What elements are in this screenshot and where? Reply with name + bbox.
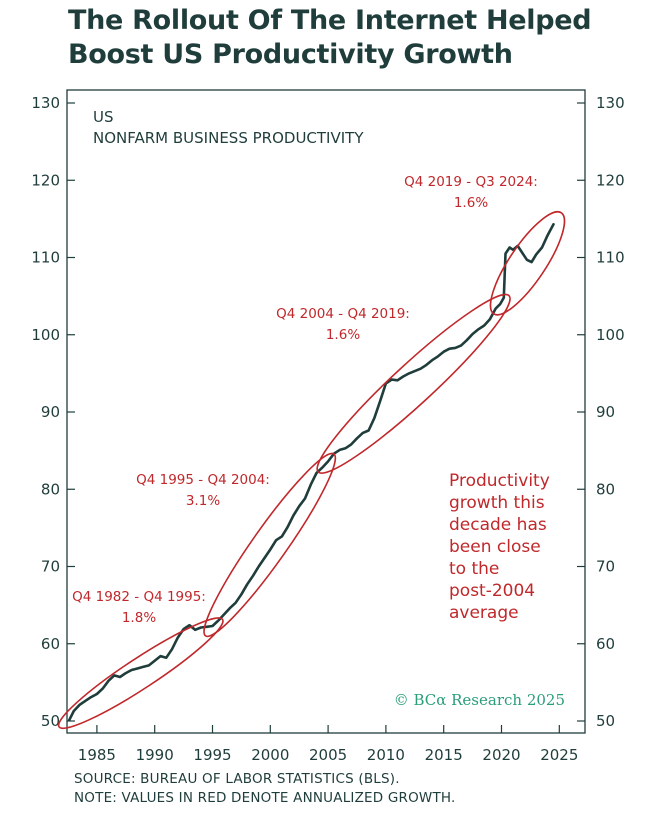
y-tick-label-right: 110 [596, 249, 625, 267]
y-tick-label-left: 110 [31, 249, 60, 267]
period-growth-4: 1.6% [454, 195, 488, 211]
y-tick-label-right: 90 [596, 403, 615, 421]
y-tick-label-left: 60 [41, 635, 60, 653]
y-tick-label-left: 120 [31, 171, 60, 189]
y-tick-label-right: 120 [596, 171, 625, 189]
chart-title-line-1: The Rollout Of The Internet Helped [68, 5, 592, 36]
period-ellipse-3 [316, 293, 511, 474]
x-tick-label: 1985 [78, 746, 116, 764]
note-line: growth this [449, 493, 545, 513]
period-label-1: Q4 1982 - Q4 1995: [72, 589, 206, 605]
bca-watermark: © BCα Research 2025 [394, 691, 565, 709]
y-tick-label-right: 60 [596, 635, 615, 653]
period-label-4: Q4 2019 - Q3 2024: [404, 174, 538, 190]
chart-title-line-2: Boost US Productivity Growth [68, 39, 513, 70]
y-tick-label-right: 130 [596, 94, 625, 112]
productivity-line [67, 223, 555, 722]
y-tick-label-right: 50 [596, 712, 615, 730]
y-tick-label-left: 130 [31, 94, 60, 112]
x-tick-label: 1990 [136, 746, 174, 764]
y-tick-label-right: 100 [596, 326, 625, 344]
chart-series-subtitle: NONFARM BUSINESS PRODUCTIVITY [93, 129, 364, 147]
period-growth-2: 3.1% [186, 493, 220, 509]
x-tick-label: 2025 [540, 746, 578, 764]
chart-footer: SOURCE: BUREAU OF LABOR STATISTICS (BLS)… [74, 770, 456, 808]
source-note: SOURCE: BUREAU OF LABOR STATISTICS (BLS)… [74, 771, 400, 787]
growth-note: NOTE: VALUES IN RED DENOTE ANNUALIZED GR… [74, 790, 456, 806]
x-tick-label: 2005 [309, 746, 347, 764]
y-tick-label-left: 90 [41, 403, 60, 421]
period-ellipse-1 [57, 617, 224, 730]
x-tick-label: 2000 [251, 746, 289, 764]
period-ellipse-2 [203, 452, 337, 638]
chart-series-title: US [93, 108, 114, 126]
x-tick-label: 1995 [193, 746, 231, 764]
y-tick-label-left: 100 [31, 326, 60, 344]
x-tick-label: 2010 [367, 746, 405, 764]
period-growth-3: 1.6% [326, 327, 360, 343]
note-line: been close [449, 537, 541, 557]
note-line: to the [449, 559, 499, 579]
note-line: post-2004 [449, 581, 535, 601]
note-line: Productivity [449, 471, 550, 491]
y-tick-label-left: 70 [41, 558, 60, 576]
y-tick-label-right: 70 [596, 558, 615, 576]
y-tick-label-right: 80 [596, 480, 615, 498]
y-tick-label-left: 50 [41, 712, 60, 730]
y-tick-label-left: 80 [41, 480, 60, 498]
note-line: decade has [449, 515, 547, 535]
period-label-2: Q4 1995 - Q4 2004: [136, 472, 270, 488]
x-tick-label: 2020 [482, 746, 520, 764]
x-tick-label: 2015 [425, 746, 463, 764]
period-ellipse-4 [489, 210, 566, 316]
note-line: average [449, 603, 519, 623]
period-label-3: Q4 2004 - Q4 2019: [276, 306, 410, 322]
period-growth-1: 1.8% [122, 610, 156, 626]
chart-title: The Rollout Of The Internet Helped Boost… [68, 4, 648, 72]
